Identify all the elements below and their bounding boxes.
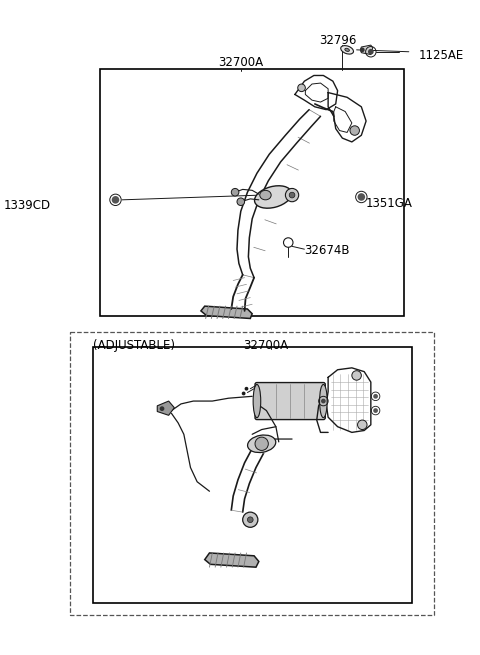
Ellipse shape	[248, 435, 276, 453]
Ellipse shape	[253, 384, 261, 418]
Circle shape	[321, 399, 326, 403]
Circle shape	[373, 408, 378, 413]
Ellipse shape	[341, 46, 353, 54]
Ellipse shape	[254, 186, 292, 208]
Circle shape	[298, 84, 305, 92]
Text: 32796: 32796	[319, 33, 356, 47]
Circle shape	[231, 189, 239, 196]
Circle shape	[286, 189, 299, 202]
Circle shape	[289, 192, 295, 198]
Text: 32674B: 32674B	[304, 244, 350, 257]
Text: 32700A: 32700A	[218, 56, 264, 69]
Circle shape	[243, 512, 258, 527]
Polygon shape	[205, 553, 259, 567]
Ellipse shape	[260, 191, 271, 200]
Circle shape	[350, 126, 360, 136]
Circle shape	[242, 392, 246, 396]
Text: 32700A: 32700A	[243, 339, 288, 352]
Polygon shape	[201, 306, 252, 318]
Circle shape	[160, 406, 164, 411]
Circle shape	[358, 420, 367, 430]
Text: (ADJUSTABLE): (ADJUSTABLE)	[93, 339, 175, 352]
Text: 1125AE: 1125AE	[418, 49, 464, 62]
Circle shape	[247, 517, 253, 523]
Ellipse shape	[345, 48, 349, 51]
Circle shape	[237, 198, 245, 206]
Circle shape	[245, 387, 248, 390]
Polygon shape	[157, 401, 174, 415]
Circle shape	[368, 49, 374, 54]
Polygon shape	[360, 45, 373, 54]
Circle shape	[358, 193, 365, 201]
Text: 1339CD: 1339CD	[4, 199, 51, 212]
Circle shape	[255, 437, 268, 451]
Circle shape	[112, 196, 120, 204]
Text: 1351GA: 1351GA	[366, 197, 413, 210]
Circle shape	[373, 394, 378, 399]
Circle shape	[352, 371, 361, 380]
Ellipse shape	[320, 384, 327, 418]
Circle shape	[360, 47, 365, 52]
FancyBboxPatch shape	[255, 383, 325, 420]
